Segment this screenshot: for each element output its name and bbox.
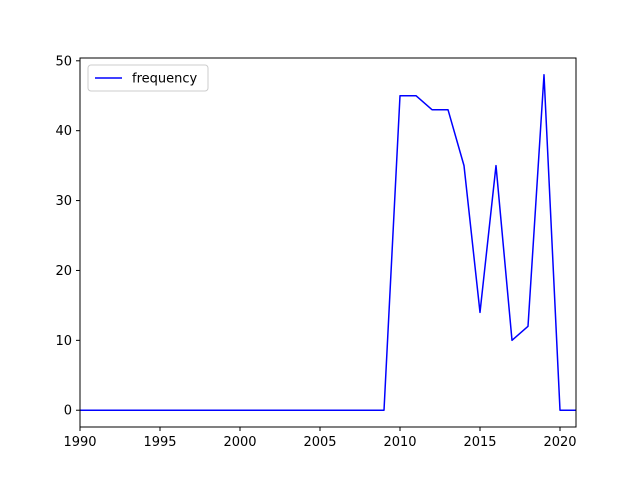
x-tick-label: 2015 [463,435,496,450]
axes-frame [79,57,577,428]
x-tick-label: 2020 [543,435,576,450]
series-layer [80,74,576,411]
y-tick-label: 30 [55,194,72,209]
y-tick-label: 0 [64,404,72,419]
y-tick-label: 40 [55,124,72,139]
x-tick-label: 2005 [303,435,336,450]
x-tick-label: 2010 [383,435,416,450]
legend-label: frequency [132,72,198,87]
plot-background [80,58,576,427]
x-tick-label: 1990 [63,435,96,450]
x-tick-label: 1995 [143,435,176,450]
legend: frequency [87,64,209,92]
x-tick-label: 2000 [223,435,256,450]
y-tick-label: 20 [55,264,72,279]
y-tick-label: 10 [55,334,72,349]
y-tick-label: 50 [55,54,72,69]
legend-box [87,64,209,92]
y-axis: 0 10 20 30 40 50 [55,54,80,419]
plot-area [80,58,576,427]
x-axis: 1990 1995 2000 2005 2010 2015 2020 [63,427,577,450]
series-line-frequency [80,74,576,411]
